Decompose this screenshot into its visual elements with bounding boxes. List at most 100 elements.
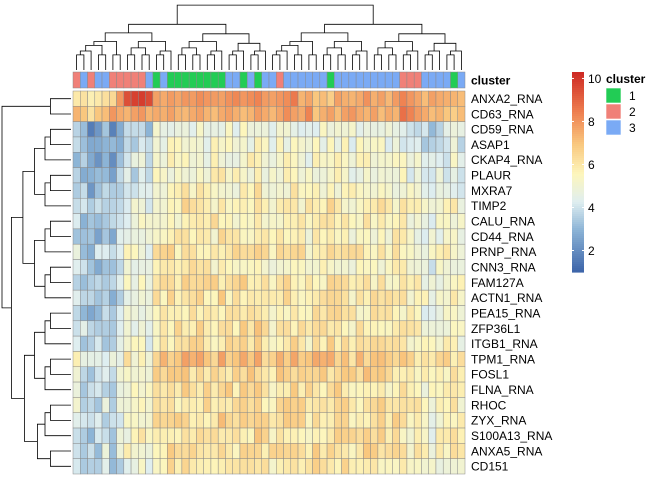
heatmap-cell <box>239 152 248 168</box>
dendrogram-branch <box>93 41 117 55</box>
heatmap-cell <box>181 243 190 260</box>
heatmap-cell <box>210 182 219 199</box>
heatmap-cell <box>196 458 204 475</box>
heatmap-cell <box>406 458 415 475</box>
color-scale-segment <box>572 180 584 183</box>
heatmap-cell <box>101 412 110 429</box>
heatmap-cell <box>370 335 379 352</box>
heatmap-cell <box>384 121 393 138</box>
heatmap-cell <box>225 381 233 398</box>
heatmap-cell <box>145 259 154 276</box>
heatmap-cell <box>363 121 371 138</box>
heatmap-cell <box>276 351 284 368</box>
heatmap-cell <box>174 182 183 199</box>
heatmap-cell <box>159 458 168 475</box>
gene-label: ACTN1_RNA <box>471 291 542 305</box>
heatmap-cell <box>392 106 400 122</box>
dendrogram-branch <box>50 266 71 283</box>
dendrogram-branch <box>137 41 166 51</box>
heatmap-cell <box>421 90 429 107</box>
heatmap-cell <box>348 228 357 245</box>
heatmap-cell <box>80 121 88 138</box>
heatmap-cell <box>188 152 197 168</box>
heatmap-cell <box>72 443 81 459</box>
heatmap-cell <box>348 305 357 322</box>
heatmap-cell <box>123 289 132 306</box>
heatmap-cell <box>276 106 284 122</box>
heatmap-cell <box>254 427 262 444</box>
dendrogram-branch <box>181 47 197 55</box>
cluster-annotation-cell <box>152 71 161 89</box>
heatmap-cell <box>334 259 342 276</box>
heatmap-cell <box>319 289 328 306</box>
cluster-annotation-cell <box>319 71 328 89</box>
heatmap-cell <box>297 335 306 352</box>
color-scale-segment <box>572 166 584 169</box>
heatmap-cell <box>283 443 292 459</box>
heatmap-cell <box>109 351 117 368</box>
heatmap-cell <box>254 381 262 398</box>
heatmap-cell <box>312 228 321 245</box>
heatmap-cell <box>290 351 299 368</box>
heatmap-cell <box>239 90 248 107</box>
heatmap-cell <box>297 121 306 138</box>
heatmap-cell <box>203 274 212 291</box>
cluster-annotation-cell <box>123 71 132 89</box>
heatmap-cell <box>457 351 466 368</box>
dendrogram-branch <box>281 45 299 55</box>
heatmap-cell <box>276 228 284 245</box>
heatmap-cell <box>225 351 233 368</box>
heatmap-cell <box>232 182 241 199</box>
heatmap-cell <box>225 443 233 459</box>
heatmap-cell <box>326 320 335 337</box>
heatmap-cell <box>370 305 379 322</box>
heatmap-cell <box>428 381 437 398</box>
heatmap-cell <box>406 152 415 168</box>
heatmap-cell <box>203 458 212 475</box>
heatmap-cell <box>181 320 190 337</box>
heatmap-cell <box>210 213 219 230</box>
heatmap-cell <box>109 397 117 413</box>
heatmap-cell <box>413 305 422 322</box>
gene-label: S100A13_RNA <box>471 429 552 443</box>
heatmap-cell <box>406 320 415 337</box>
heatmap-cell <box>145 243 154 260</box>
heatmap-cell <box>188 305 197 322</box>
heatmap-cell <box>116 412 125 429</box>
heatmap-cell <box>363 274 371 291</box>
heatmap-cell <box>72 90 81 107</box>
heatmap-cell <box>370 366 379 383</box>
heatmap-cell <box>80 243 88 260</box>
heatmap-cell <box>152 136 161 153</box>
heatmap-cell <box>232 320 241 337</box>
heatmap-cell <box>421 412 429 429</box>
heatmap-cell <box>319 259 328 276</box>
heatmap-cell <box>109 305 117 322</box>
heatmap-cell <box>203 366 212 383</box>
heatmap-cell <box>181 136 190 153</box>
heatmap-cell <box>370 228 379 245</box>
color-scale-segment <box>572 114 584 117</box>
heatmap-cell <box>305 182 313 199</box>
heatmap-cell <box>442 381 451 398</box>
heatmap-cell <box>145 289 154 306</box>
heatmap-cell <box>283 320 292 337</box>
cluster-annotation-cell <box>210 71 219 89</box>
heatmap-cell <box>348 121 357 138</box>
heatmap-cell <box>123 213 132 230</box>
heatmap-cell <box>421 427 429 444</box>
heatmap-cell <box>101 243 110 260</box>
color-scale-segment <box>572 90 584 93</box>
heatmap-cell <box>457 412 466 429</box>
heatmap-cell <box>305 121 313 138</box>
heatmap-cell <box>399 274 408 291</box>
heatmap-cell <box>326 397 335 413</box>
heatmap-cell <box>116 213 125 230</box>
heatmap-cell <box>290 167 299 184</box>
heatmap-cell <box>399 351 408 368</box>
color-scale-segment <box>572 152 584 155</box>
color-scale-segment <box>572 262 584 265</box>
heatmap-cell <box>413 136 422 153</box>
heatmap-cell <box>421 289 429 306</box>
heatmap-cell <box>392 335 400 352</box>
